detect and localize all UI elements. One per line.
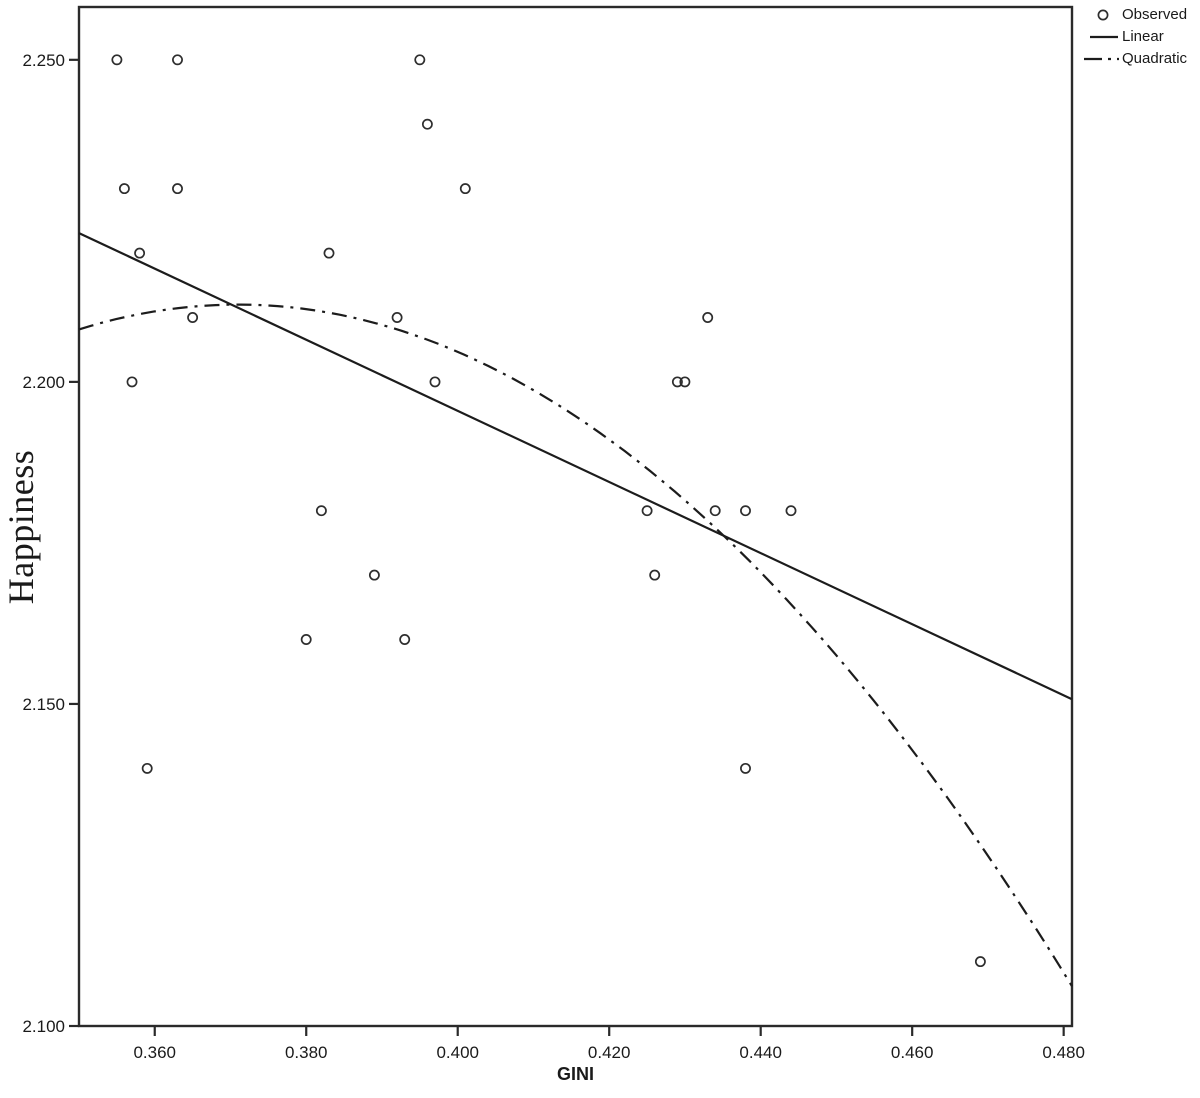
observed-point [671,376,683,388]
solid-line-icon [1090,35,1118,38]
legend-label-observed: Observed [1122,6,1188,23]
observed-point [740,762,751,774]
plot-frame [77,5,1074,1028]
y-tick-label: 2.200 [22,373,65,392]
x-tick-label: 0.420 [588,1043,631,1062]
x-tick-label: 0.380 [285,1043,328,1062]
y-tick-label: 2.150 [22,695,65,714]
observed-point [421,118,433,130]
x-tick-label: 0.480 [1042,1043,1085,1062]
observed-point [118,183,130,195]
quadratic-fit-line [78,303,1073,987]
observed-point [649,569,661,581]
legend-item-quadratic: Quadratic [1082,48,1200,69]
legend: Observed Linear Quadratic [1082,4,1200,69]
legend-label-quadratic: Quadratic [1122,50,1188,67]
observed-point [126,376,138,388]
observed-point [641,505,653,517]
observed-point [300,634,312,645]
x-tick-label: 0.460 [891,1043,934,1062]
observed-point [459,183,471,195]
observed-point [323,247,335,259]
observed-point [974,956,986,968]
legend-item-observed: Observed [1082,4,1200,25]
x-tick-label: 0.400 [436,1043,479,1062]
observed-point [785,505,797,517]
legend-label-linear: Linear [1122,28,1164,45]
y-tick-label: 2.100 [22,1017,65,1036]
observed-point [414,54,426,66]
observed-point [172,54,183,66]
x-tick-label: 0.360 [133,1043,176,1062]
observed-point [368,569,380,581]
linear-fit-line [78,232,1073,701]
dash-dot-line-icon [1084,57,1119,60]
observed-point [702,312,714,323]
observed-point [679,376,691,388]
observed-circle-marker-icon [1097,9,1109,20]
observed-point [141,762,153,774]
x-axis-title: GINI [556,1064,594,1084]
legend-item-linear: Linear [1082,26,1200,47]
observed-point [111,54,123,66]
observed-point [172,183,183,195]
observed-point [399,634,411,645]
y-axis-title: Happiness [1,449,41,605]
x-tick-label: 0.440 [739,1043,782,1062]
observed-point [429,376,441,388]
observed-point [391,312,403,323]
observed-point [709,505,721,517]
y-tick-label: 2.250 [22,51,65,70]
observed-point [134,247,146,259]
observed-point [315,505,327,517]
observed-point [187,312,199,323]
observed-point [740,505,751,517]
